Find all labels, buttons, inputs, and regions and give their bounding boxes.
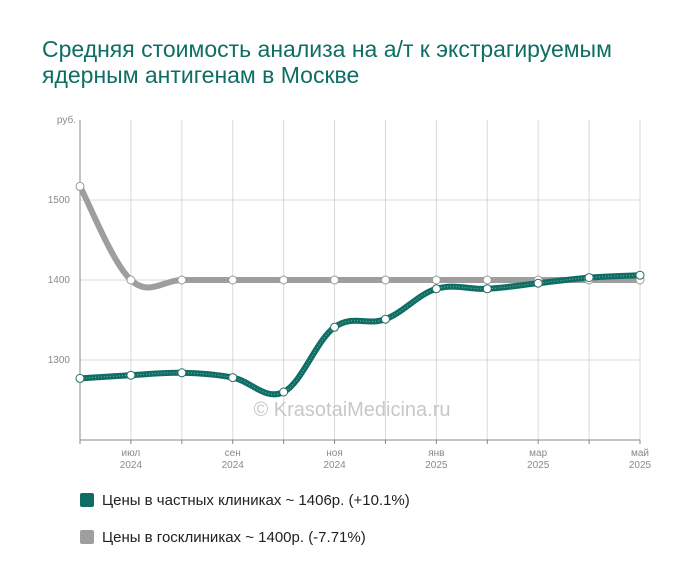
series-line-private — [77, 272, 643, 398]
legend-swatch-private — [80, 493, 94, 507]
legend: Цены в частных клиниках ~ 1406р. (+10.1%… — [80, 490, 410, 547]
data-point-private — [380, 314, 390, 324]
data-point-private — [75, 373, 85, 383]
x-tick-label-year: 2024 — [323, 460, 346, 471]
data-point-public — [75, 181, 85, 191]
y-tick-label: 1300 — [48, 355, 71, 366]
x-tick-label-month: июл — [122, 448, 141, 459]
x-tick-label-year: 2025 — [425, 460, 448, 471]
data-point-private — [330, 322, 340, 332]
legend-swatch-public — [80, 530, 94, 544]
legend-label-private: Цены в частных клиниках ~ 1406р. (+10.1%… — [102, 491, 410, 509]
x-tick-label-year: 2024 — [222, 460, 245, 471]
tick-labels: руб.130014001500июл2024сен2024ноя2024янв… — [48, 114, 652, 471]
data-point-private — [635, 270, 645, 280]
x-tick-label-year: 2025 — [629, 460, 652, 471]
y-tick-label: 1400 — [48, 275, 71, 286]
x-tick-label-month: май — [631, 448, 649, 459]
legend-item-private[interactable]: Цены в частных клиниках ~ 1406р. (+10.1%… — [80, 490, 410, 510]
data-point-public — [380, 275, 390, 285]
legend-label-public: Цены в госклиниках ~ 1400р. (-7.71%) — [102, 528, 366, 546]
y-tick-label: 1500 — [48, 195, 71, 206]
series-group — [75, 181, 645, 398]
data-point-public — [126, 275, 136, 285]
legend-item-public[interactable]: Цены в госклиниках ~ 1400р. (-7.71%) — [80, 527, 410, 547]
x-tick-label-year: 2025 — [527, 460, 550, 471]
data-point-private — [533, 278, 543, 288]
x-tick-label-month: ноя — [326, 448, 343, 459]
data-point-public — [482, 275, 492, 285]
data-point-public — [177, 275, 187, 285]
data-point-private — [228, 373, 238, 383]
data-point-private — [177, 368, 187, 378]
x-tick-label-year: 2024 — [120, 460, 143, 471]
series-line-public — [77, 183, 643, 291]
data-point-private — [431, 284, 441, 294]
series-line-texture-private — [79, 274, 641, 395]
axes — [79, 120, 641, 444]
chart-title: Средняя стоимость анализа на а/т к экстр… — [42, 36, 612, 88]
x-tick-label-month: сен — [225, 448, 241, 459]
watermark: © KrasotaiMedicina.ru — [253, 399, 450, 421]
x-tick-label-month: янв — [428, 448, 444, 459]
x-tick-label-month: мар — [529, 448, 547, 459]
data-point-private — [279, 387, 289, 397]
data-point-public — [431, 275, 441, 285]
data-point-private — [126, 370, 136, 380]
data-point-private — [482, 284, 492, 294]
y-axis-unit-label: руб. — [57, 114, 76, 126]
data-point-public — [330, 275, 340, 285]
data-point-public — [228, 275, 238, 285]
data-point-public — [279, 275, 289, 285]
data-point-private — [584, 273, 594, 283]
